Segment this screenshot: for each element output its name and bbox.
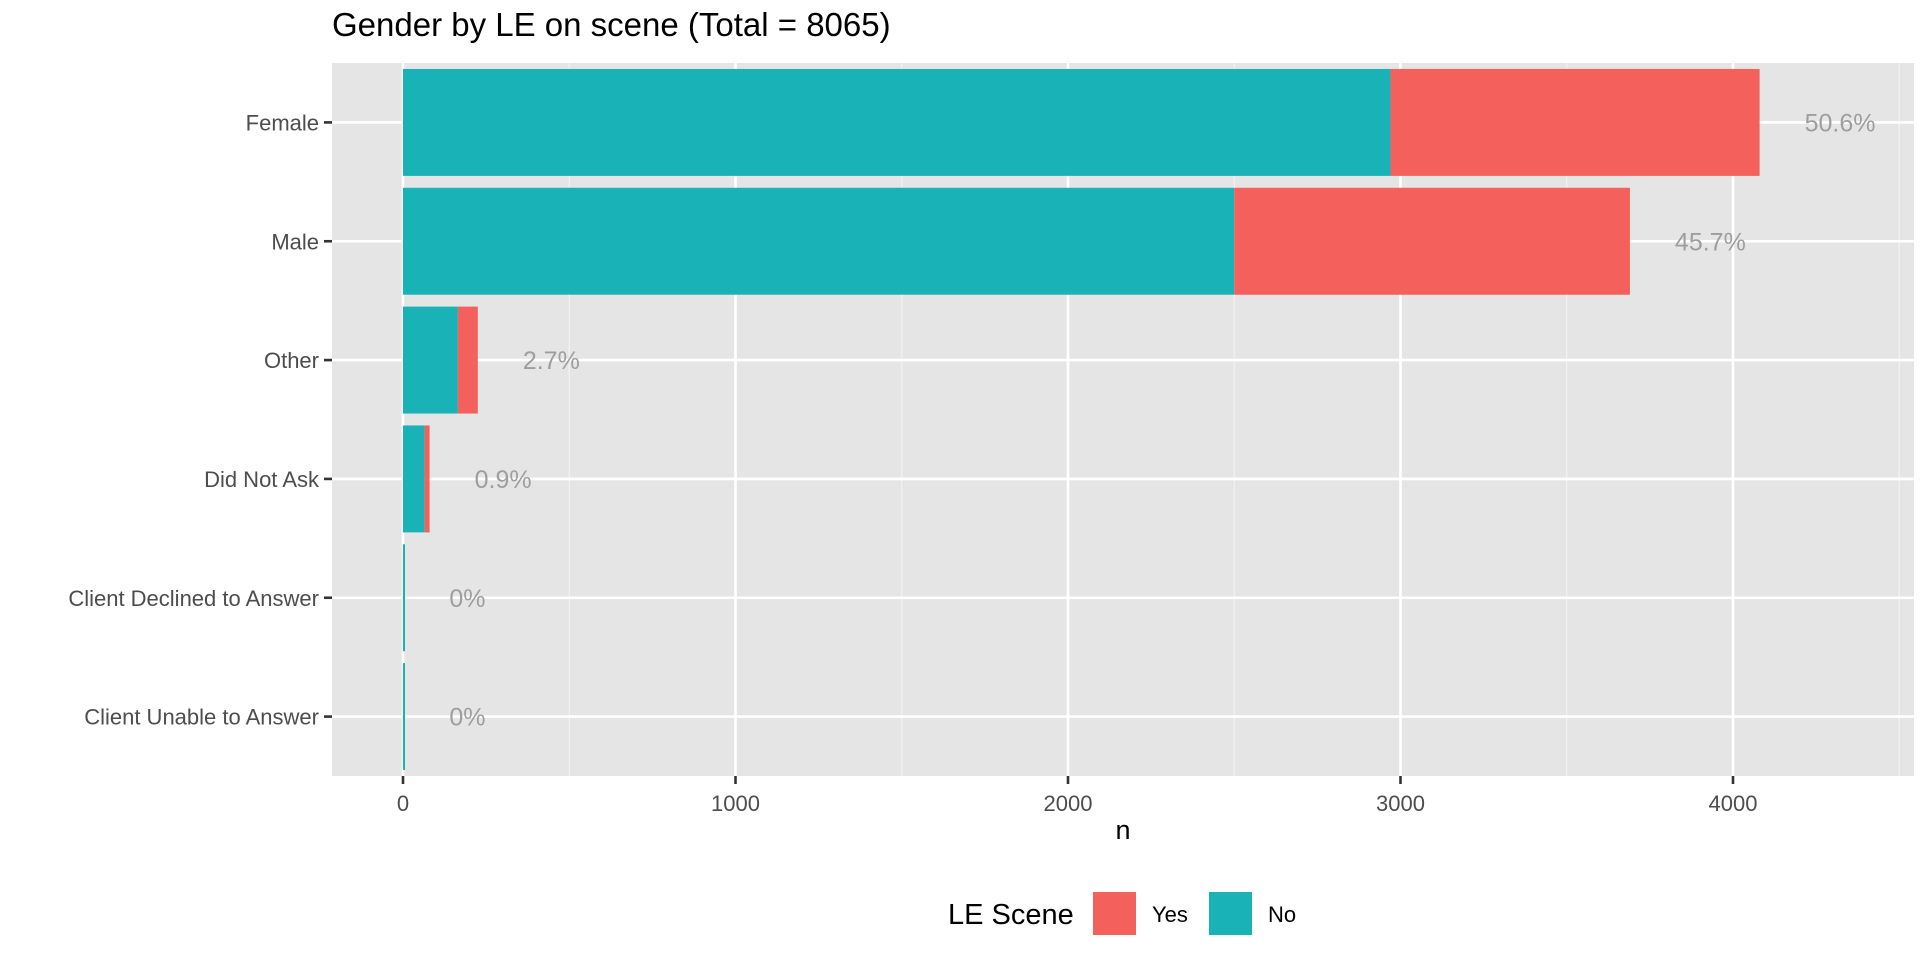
bar-no-1 — [403, 187, 1235, 295]
legend-label-yes: Yes — [1152, 902, 1188, 927]
y-tick-label-3: Did Not Ask — [204, 467, 320, 492]
percent-label-5: 0% — [449, 704, 485, 732]
x-tick-label-0: 0 — [397, 791, 409, 816]
legend-key-no — [1209, 892, 1252, 935]
chart-title: Gender by LE on scene (Total = 8065) — [332, 6, 891, 43]
x-axis-title: n — [1115, 815, 1130, 845]
plot-panel — [332, 63, 1914, 776]
percent-label-1: 45.7% — [1675, 228, 1746, 256]
bar-no-5 — [403, 663, 405, 771]
percent-label-0: 50.6% — [1805, 109, 1876, 137]
percent-label-2: 2.7% — [523, 347, 580, 375]
percent-label-3: 0.9% — [475, 466, 532, 494]
legend-title: LE Scene — [948, 899, 1074, 931]
y-tick-label-2: Other — [264, 348, 319, 373]
bar-yes-0 — [1390, 68, 1760, 176]
bar-no-3 — [403, 425, 425, 533]
y-tick-label-5: Client Unable to Answer — [84, 705, 319, 730]
bar-no-0 — [403, 68, 1391, 176]
x-tick-label-1000: 1000 — [711, 791, 760, 816]
legend-label-no: No — [1268, 902, 1296, 927]
bar-yes-2 — [457, 306, 478, 414]
bar-yes-1 — [1234, 187, 1630, 295]
x-tick-label-3000: 3000 — [1376, 791, 1425, 816]
bar-no-4 — [403, 544, 405, 652]
y-tick-label-1: Male — [271, 229, 319, 254]
percent-label-4: 0% — [449, 585, 485, 613]
y-tick-label-4: Client Declined to Answer — [68, 586, 319, 611]
bar-no-2 — [403, 306, 458, 414]
x-tick-label-4000: 4000 — [1709, 791, 1758, 816]
bar-yes-3 — [424, 425, 430, 533]
legend-key-yes — [1093, 892, 1136, 935]
y-tick-label-0: Female — [246, 110, 319, 135]
x-tick-label-2000: 2000 — [1044, 791, 1093, 816]
